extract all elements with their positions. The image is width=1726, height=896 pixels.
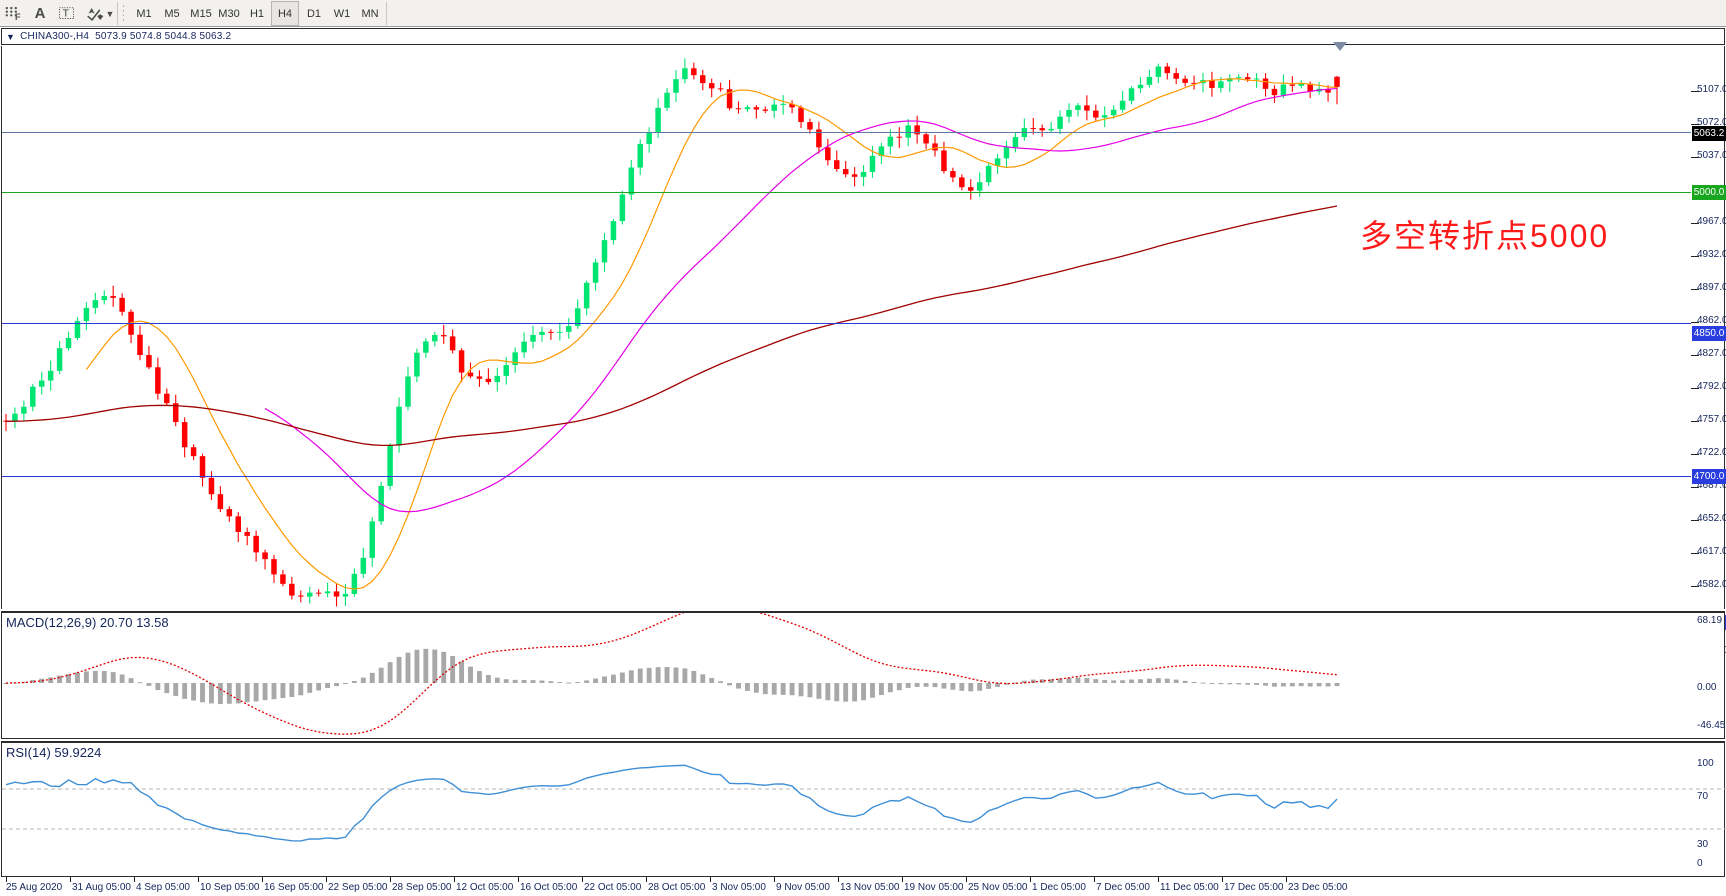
svg-text:T: T xyxy=(62,8,68,19)
